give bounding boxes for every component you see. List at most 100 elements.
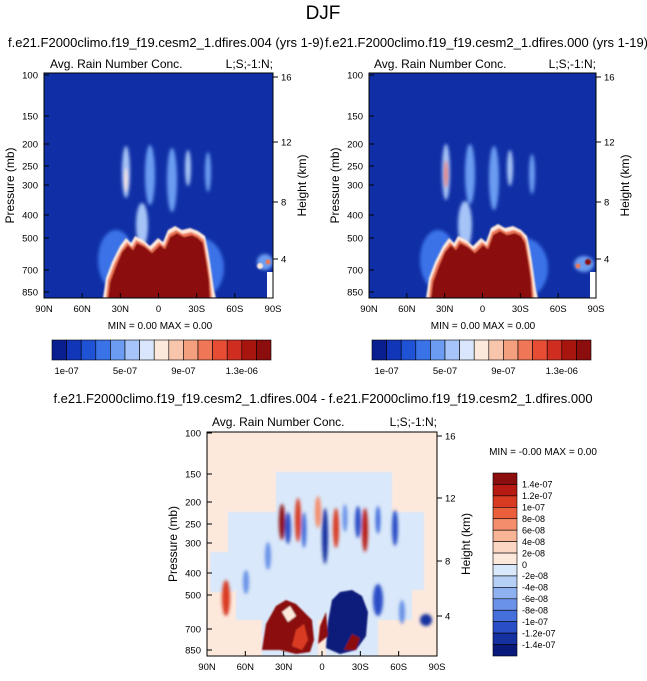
panel-c-colorbar-swatch [492,587,518,600]
panel-c-y-right-tick-label: 8 [445,557,450,568]
panel-a-colorbar-swatch [80,339,97,361]
panel-b-colorbar-swatch [430,339,446,361]
panel-c-colorbar-swatch [492,575,518,588]
panel-a-colorbar-swatch [66,339,82,361]
panel-b-ylabel: Pressure (mb) [328,147,342,223]
panel-b-y-tick-label: 200 [347,140,363,151]
panel-a-colorbar-label: 9e-07 [171,366,195,377]
panel-c-x-tick-label: 30S [352,662,369,673]
panel-c-colorbar-swatch [492,507,518,520]
panel-c-colorbar-label: 0 [522,560,527,570]
panel-a-ylabel-right: Height (km) [295,154,309,216]
panel-a-y-tick-label: 200 [22,140,38,151]
panel-c-colorbar-label: -1e-07 [522,617,548,627]
panel-a-field [44,73,273,298]
panel-c-y-tick-label: 400 [185,569,201,580]
panel-b-y-tick-label: 400 [347,211,363,222]
panel-a-y-right-tick-label: 4 [281,255,286,266]
panel-b-ylabel-right: Height (km) [618,154,632,216]
panel-b-colorbar-swatch [386,339,402,361]
panel-c-colorbar-swatch [492,632,518,645]
panel-c-colorbar-label: -1.2e-07 [522,628,556,638]
panel-c-colorbar-label: 8e-08 [522,514,545,524]
panel-c-colorbar-swatch [492,552,518,565]
panel-c-colorbar-swatch [492,529,518,542]
panel-c-y-tick-label: 850 [185,646,201,657]
panel-a-colorbar-swatch [256,339,272,361]
panel-a-subtitle-right: L;S;-1:N; [226,57,273,71]
panel-c-ylabel-right: Height (km) [459,513,473,575]
panel-c-colorbar-label: 1.4e-07 [522,480,553,490]
panel-c-colorbar-swatch [492,472,518,485]
panel-c-y-right-tick-label: 12 [445,494,456,505]
panel-b-subtitle-left: Avg. Rain Number Conc. [374,57,507,71]
panel-b-x-tick-label: 30S [512,304,529,315]
panel-a-colorbar-swatch [183,339,199,361]
panel-c-colorbar-label: -8e-08 [522,606,548,616]
panel-a-y-right-tick-label: 8 [281,198,286,209]
panel-b-colorbar-swatch [488,339,504,361]
panel-b-colorbar-swatch [415,339,431,361]
panel-a-colorbar-swatch [241,339,257,361]
panel-b-colorbar-swatch [473,339,490,361]
panel-a-title: f.e21.F2000climo.f19_f19.cesm2_1.dfires.… [8,35,324,50]
panel-c-y-tick-label: 100 [185,429,201,440]
panel-a-colorbar-swatch [212,339,228,361]
panel-a-y-tick-label: 100 [22,71,38,82]
panel-c-y-right-tick-label: 16 [445,432,456,443]
panel-c-y-tick-label: 200 [185,498,201,509]
panel-a-y-tick-label: 700 [22,266,38,277]
panel-b-colorbar-swatch [400,339,417,361]
panel-c-subtitle-right: L;S;-1:N; [390,415,437,429]
panel-b-x-tick-label: 90N [360,304,378,315]
panel-a-x-tick-label: 60S [226,304,243,315]
panel-c-x-tick-label: 90S [429,662,446,673]
panel-a-colorbar-swatch [95,339,111,361]
panel-b-y-tick-label: 300 [347,181,363,192]
panel-a-colorbar-swatch [153,339,170,361]
panel-a-x-tick-label: 60N [73,304,91,315]
panel-b-x-tick-label: 30N [436,304,454,315]
panel-c-colorbar-label: 6e-08 [522,525,545,535]
panel-b-y-right-tick-label: 8 [604,198,609,209]
panel-a-colorbar-swatch [51,339,67,361]
panel-a-x-tick-label: 30S [188,304,205,315]
panel-c-ylabel: Pressure (mb) [166,506,180,582]
panel-c-y-right-tick-label: 4 [445,612,450,623]
panel-c-x-tick-label: 60N [237,662,255,673]
panel-b-y-tick-label: 850 [347,288,363,299]
panel-b-y-right-tick-label: 4 [604,255,609,266]
panel-a-colorbar-swatch [168,339,184,361]
panel-a-y-tick-label: 400 [22,211,38,222]
panel-b-colorbar-label: 5e-07 [433,366,457,377]
panel-c-colorbar-label: -6e-08 [522,594,548,604]
panel-top-left: f.e21.F2000climo.f19_f19.cesm2_1.dfires.… [3,35,324,377]
panel-a-colorbar-swatch [226,339,243,361]
panel-c-x-tick-label: 90N [198,662,216,673]
panel-a-subtitle-left: Avg. Rain Number Conc. [50,57,183,71]
panel-a-x-tick-label: 30N [112,304,130,315]
panel-c-x-tick-label: 0 [319,662,324,673]
panel-a-colorbar-swatch [197,339,213,361]
panel-a-colorbar-swatch [139,339,155,361]
panel-c-stats: MIN = -0.00 MAX = 0.00 [489,447,597,458]
panel-b-colorbar-swatch [459,339,475,361]
panel-c-x-tick-label: 30N [275,662,293,673]
panel-c-subtitle-left: Avg. Rain Number Conc. [212,415,345,429]
panel-c-colorbar-label: -4e-08 [522,583,548,593]
panel-c-y-tick-label: 300 [185,539,201,550]
panel-a-colorbar-label: 1e-07 [54,366,78,377]
panel-b-colorbar-swatch [546,339,563,361]
panel-b-y-tick-label: 700 [347,266,363,277]
panel-b-y-tick-label: 250 [347,162,363,173]
panel-a-y-tick-label: 250 [22,162,38,173]
panel-c-colorbar-label: 1e-07 [522,503,545,513]
panel-c-colorbar-label: -2e-08 [522,571,548,581]
panel-b-stats: MIN = 0.00 MAX = 0.00 [431,321,536,332]
panel-c-title: f.e21.F2000climo.f19_f19.cesm2_1.dfires.… [53,391,592,406]
panel-a-y-tick-label: 300 [22,181,38,192]
panel-c-y-tick-label: 250 [185,520,201,531]
panel-c-colorbar-label: -1.4e-07 [522,640,556,650]
